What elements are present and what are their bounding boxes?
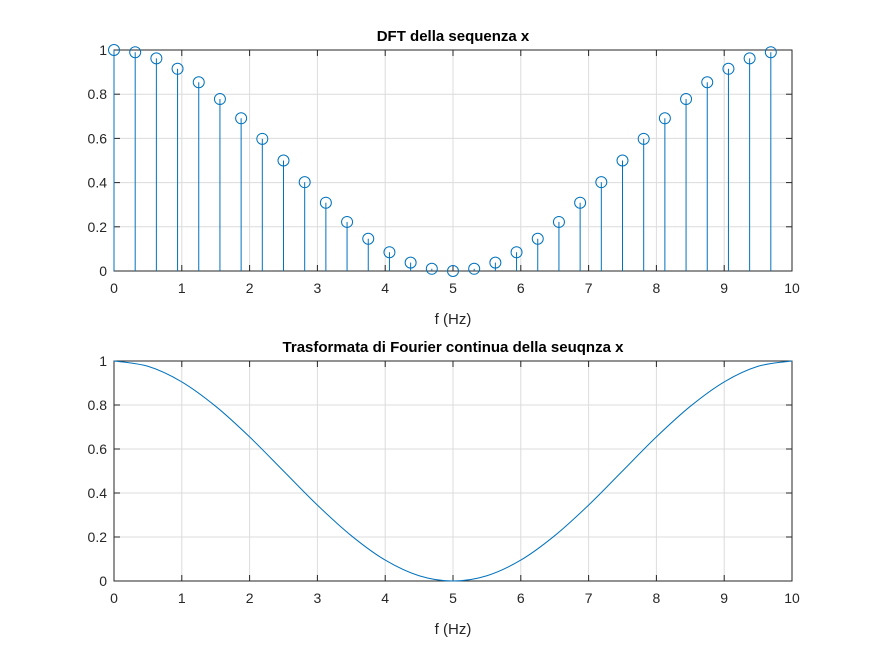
x-tick-label: 7 [585,590,593,606]
x-tick-label: 4 [381,590,389,606]
stem-marker [192,76,205,89]
stem-marker [277,154,290,167]
x-tick-label: 5 [449,280,457,296]
y-tick-label: 0.4 [88,485,108,501]
stem-marker [595,176,608,189]
stem-marker [298,176,311,189]
x-tick-label: 2 [246,280,254,296]
stem-marker [510,246,523,259]
stem-marker [213,93,226,106]
y-tick-label: 1 [99,42,107,58]
stem-marker [425,262,438,275]
stem-marker [341,215,354,228]
stem-marker [701,76,714,89]
stem-marker [150,52,163,65]
x-tick-label: 5 [449,590,457,606]
x-tick-label: 4 [381,280,389,296]
y-tick-label: 0.2 [88,219,108,235]
y-tick-label: 0.6 [88,441,108,457]
y-tick-label: 0.2 [88,529,108,545]
stem-marker [489,256,502,269]
stem-marker [129,46,142,59]
y-tick-label: 0 [99,573,107,589]
y-tick-label: 0.6 [88,130,108,146]
stem-marker [722,62,735,75]
stem-marker [680,93,693,106]
stem-marker [743,52,756,65]
y-tick-label: 0.4 [88,175,108,191]
y-tick-label: 0.8 [88,397,108,413]
stem-marker [531,232,544,245]
stem-marker [574,196,587,209]
y-tick-label: 1 [99,353,107,369]
stem-marker [658,112,671,125]
x-tick-label: 10 [784,590,800,606]
stem-marker [256,132,269,145]
x-tick-label: 9 [720,590,728,606]
chart-title: Trasformata di Fourier continua della se… [283,339,625,356]
chart-title: DFT della sequenza x [377,28,530,45]
continuous-fourier-plot: 0 1 2 3 4 5 6 7 8 9 10 0 0.2 0.4 0.6 0.8 1 Trasformata di… [88,339,800,638]
x-tick-label: 10 [784,280,800,296]
stem-marker [468,262,481,275]
stem-marker [404,256,417,269]
x-tick-label: 8 [653,280,661,296]
stem-marker [637,132,650,145]
stem-marker [235,112,248,125]
stem-marker [552,215,565,228]
stem-marker [319,196,332,209]
x-tick-label: 9 [720,280,728,296]
y-tick-label: 0 [99,263,107,279]
stem-marker [447,265,459,277]
x-tick-label: 0 [110,590,118,606]
x-axis-label: f (Hz) [435,621,472,638]
x-tick-label: 6 [517,590,525,606]
x-tick-label: 3 [314,280,322,296]
x-tick-label: 1 [178,280,186,296]
stem-marker [616,154,629,167]
series-line [113,360,793,582]
x-axis-label: f (Hz) [435,311,472,328]
dft-stem-plot: 0 1 2 3 4 5 6 7 8 9 10 0 0.2 0.4 0.6 0.8 1 DFT della sequ… [88,28,800,328]
y-tick-label: 0.8 [88,86,108,102]
x-tick-label: 6 [517,280,525,296]
stem-marker [171,62,184,75]
x-tick-label: 2 [246,590,254,606]
stem-marker [383,246,396,259]
x-tick-label: 7 [585,280,593,296]
x-tick-label: 3 [314,590,322,606]
stem-marker [764,46,777,59]
x-tick-label: 1 [178,590,186,606]
stem-marker [108,44,120,56]
stem-marker [362,232,375,245]
x-tick-label: 8 [653,590,661,606]
x-tick-label: 0 [110,280,118,296]
